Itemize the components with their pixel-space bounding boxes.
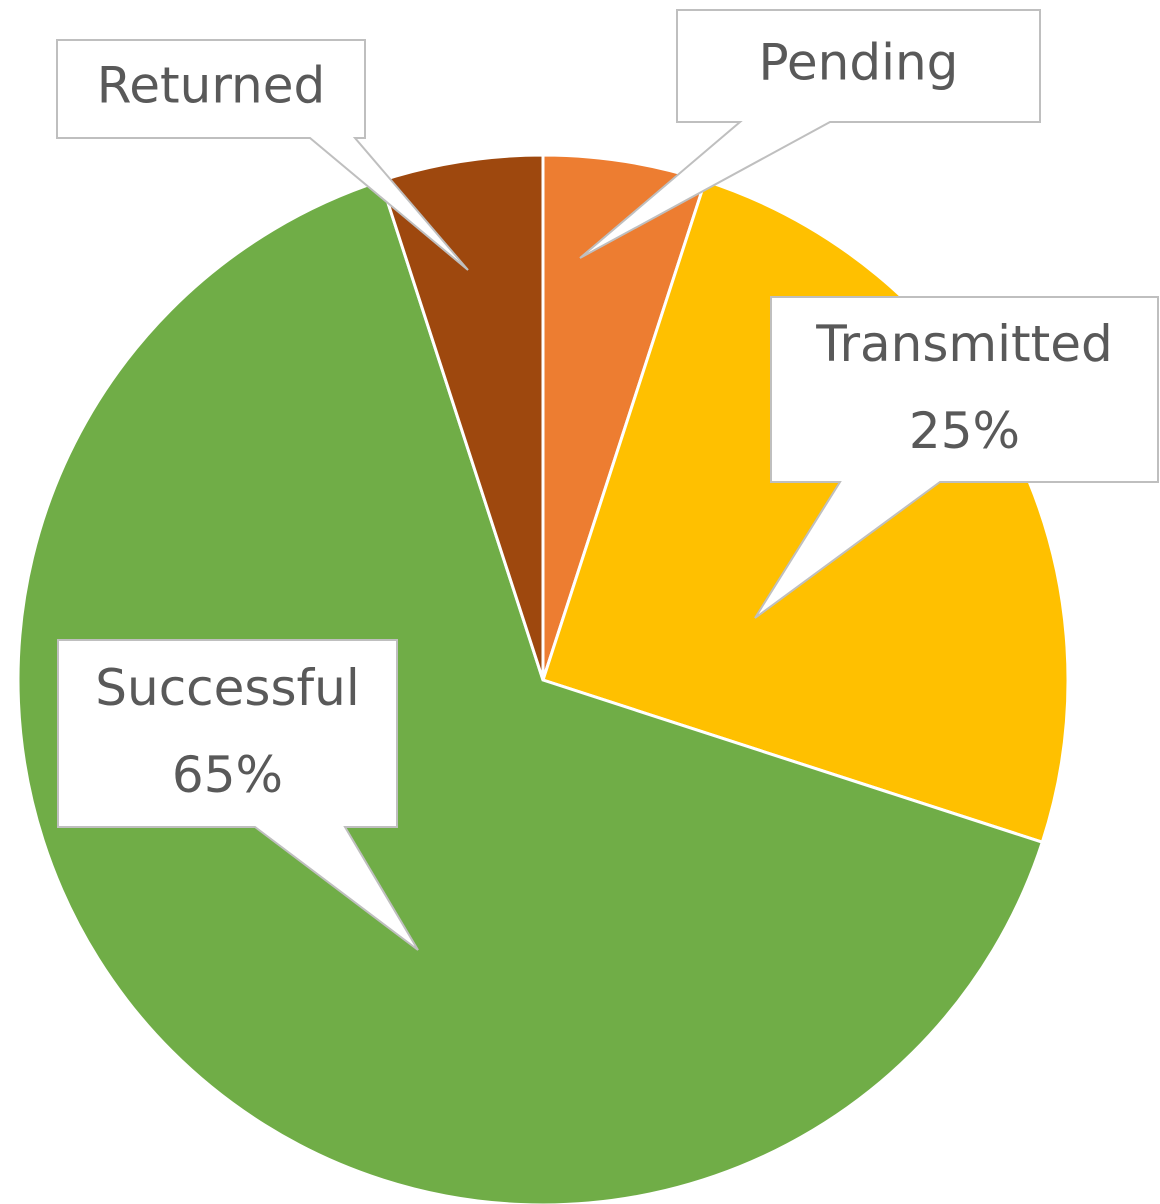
category-label: Successful bbox=[95, 659, 359, 717]
category-label: Pending bbox=[759, 34, 959, 92]
data-callout bbox=[754, 296, 1159, 619]
data-callout bbox=[579, 9, 1041, 259]
value-label: 65% bbox=[172, 746, 283, 804]
category-label: Transmitted bbox=[815, 315, 1112, 373]
data-callout bbox=[57, 639, 419, 951]
data-callout bbox=[56, 39, 469, 271]
pie-slice bbox=[16, 178, 1045, 1204]
category-label: Returned bbox=[97, 57, 325, 115]
value-label: 25% bbox=[909, 402, 1020, 460]
